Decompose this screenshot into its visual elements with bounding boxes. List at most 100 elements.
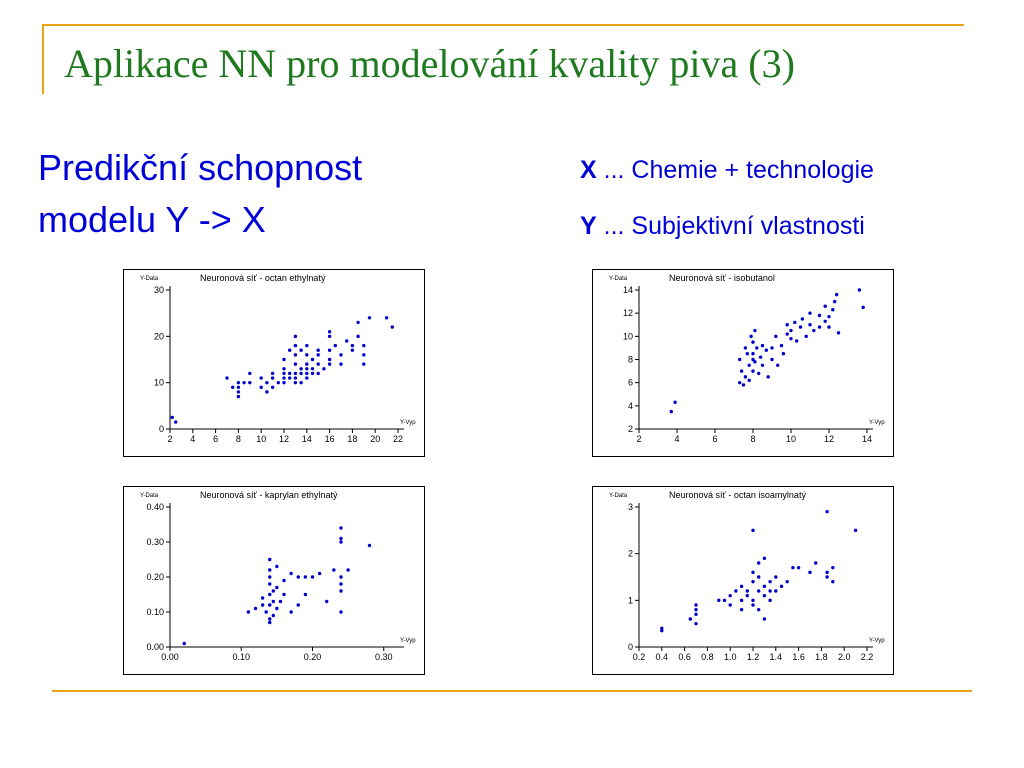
data-point bbox=[246, 610, 251, 614]
data-point bbox=[327, 334, 332, 339]
data-point bbox=[268, 568, 272, 572]
title-top-rule bbox=[42, 24, 964, 26]
data-point bbox=[303, 592, 308, 597]
data-point bbox=[305, 343, 309, 348]
y-tick-label: 0.20 bbox=[146, 572, 164, 582]
data-point bbox=[768, 579, 772, 584]
data-point bbox=[270, 376, 275, 380]
data-point bbox=[350, 343, 355, 348]
x-tick-label: 10 bbox=[786, 434, 796, 444]
data-point bbox=[293, 371, 298, 376]
data-point bbox=[327, 330, 332, 334]
data-point bbox=[282, 357, 286, 362]
data-point bbox=[789, 336, 793, 341]
data-point bbox=[316, 353, 320, 357]
y-tick-label: 30 bbox=[154, 285, 164, 295]
data-point bbox=[831, 579, 835, 584]
data-point bbox=[776, 363, 780, 367]
data-point bbox=[760, 363, 765, 367]
data-point bbox=[289, 610, 293, 614]
data-point bbox=[299, 371, 303, 376]
y-axis-label: Y-Data bbox=[609, 276, 628, 282]
x-tick-label: 2.2 bbox=[861, 652, 874, 662]
data-point bbox=[303, 575, 308, 579]
data-point bbox=[259, 385, 263, 389]
data-point bbox=[747, 378, 751, 383]
data-point bbox=[293, 334, 298, 339]
chart-svg-3: Neuronová síť - kaprylan ethylnatý Y-Data… bbox=[140, 490, 416, 662]
legend-y-text: ... Subjektivní vlastnosti bbox=[596, 212, 865, 240]
x-tick-label: 6 bbox=[712, 434, 717, 444]
data-point bbox=[253, 606, 258, 611]
data-point bbox=[259, 376, 263, 380]
y-tick-label: 2 bbox=[628, 424, 633, 434]
legend-x-text: ... Chemie + technologie bbox=[596, 156, 874, 184]
data-point bbox=[836, 331, 841, 335]
y-tick-label: 10 bbox=[154, 378, 164, 388]
data-point bbox=[747, 363, 751, 367]
data-point bbox=[785, 579, 789, 584]
data-point bbox=[327, 362, 332, 366]
data-point bbox=[265, 380, 269, 385]
data-point bbox=[817, 313, 822, 318]
data-point bbox=[857, 288, 862, 292]
data-point bbox=[768, 589, 772, 593]
subtitle-line-2: modelu Y -> X bbox=[38, 199, 266, 240]
data-point bbox=[327, 357, 332, 362]
data-point bbox=[333, 343, 337, 348]
data-point bbox=[236, 390, 241, 394]
data-point bbox=[770, 346, 774, 350]
y-tick-label: 1 bbox=[628, 595, 633, 605]
x-tick-label: 4 bbox=[190, 434, 195, 444]
x-tick-label: 0.20 bbox=[304, 652, 322, 662]
data-point bbox=[831, 307, 835, 312]
data-point bbox=[669, 409, 673, 414]
data-point bbox=[717, 598, 721, 603]
data-point bbox=[289, 571, 293, 576]
data-point bbox=[182, 641, 186, 646]
data-point bbox=[390, 325, 394, 329]
data-point bbox=[271, 589, 276, 593]
data-point bbox=[271, 613, 276, 618]
data-point bbox=[808, 311, 812, 315]
data-point bbox=[325, 599, 329, 604]
data-point bbox=[861, 305, 865, 310]
data-point bbox=[293, 380, 298, 385]
data-point bbox=[282, 592, 286, 597]
data-point bbox=[808, 323, 812, 327]
x-tick-label: 0.30 bbox=[375, 652, 393, 662]
data-point bbox=[764, 348, 768, 352]
y-tick-label: 20 bbox=[154, 331, 164, 341]
chart-kaprylan-ethylnaty: Neuronová síť - kaprylan ethylnatý Y-Data… bbox=[123, 486, 425, 675]
data-point bbox=[751, 352, 755, 356]
data-point bbox=[762, 593, 767, 598]
data-point bbox=[305, 353, 309, 357]
y-tick-label: 2 bbox=[628, 549, 633, 559]
data-point bbox=[688, 617, 692, 621]
data-point bbox=[275, 564, 279, 569]
data-point bbox=[760, 343, 765, 348]
y-tick-label: 0 bbox=[159, 424, 164, 434]
data-point bbox=[673, 400, 677, 405]
x-tick-label: 14 bbox=[862, 434, 872, 444]
data-point bbox=[800, 317, 805, 321]
data-point bbox=[743, 346, 748, 350]
data-point bbox=[791, 565, 795, 570]
data-point bbox=[694, 612, 698, 617]
data-point bbox=[739, 607, 744, 612]
x-tick-label: 0.4 bbox=[656, 652, 669, 662]
x-tick-label: 14 bbox=[302, 434, 312, 444]
data-point bbox=[268, 617, 272, 621]
data-point bbox=[722, 598, 727, 603]
data-point bbox=[741, 383, 746, 387]
subtitle-line-1: Predikční schopnost bbox=[38, 147, 363, 188]
data-point bbox=[753, 328, 757, 333]
data-point bbox=[766, 375, 770, 379]
data-point bbox=[310, 575, 315, 579]
data-point bbox=[299, 367, 303, 371]
data-point bbox=[781, 352, 786, 356]
data-point bbox=[751, 603, 755, 607]
x-tick-label: 12 bbox=[279, 434, 289, 444]
x-tick-label: 1.8 bbox=[815, 652, 828, 662]
data-point bbox=[827, 325, 831, 329]
